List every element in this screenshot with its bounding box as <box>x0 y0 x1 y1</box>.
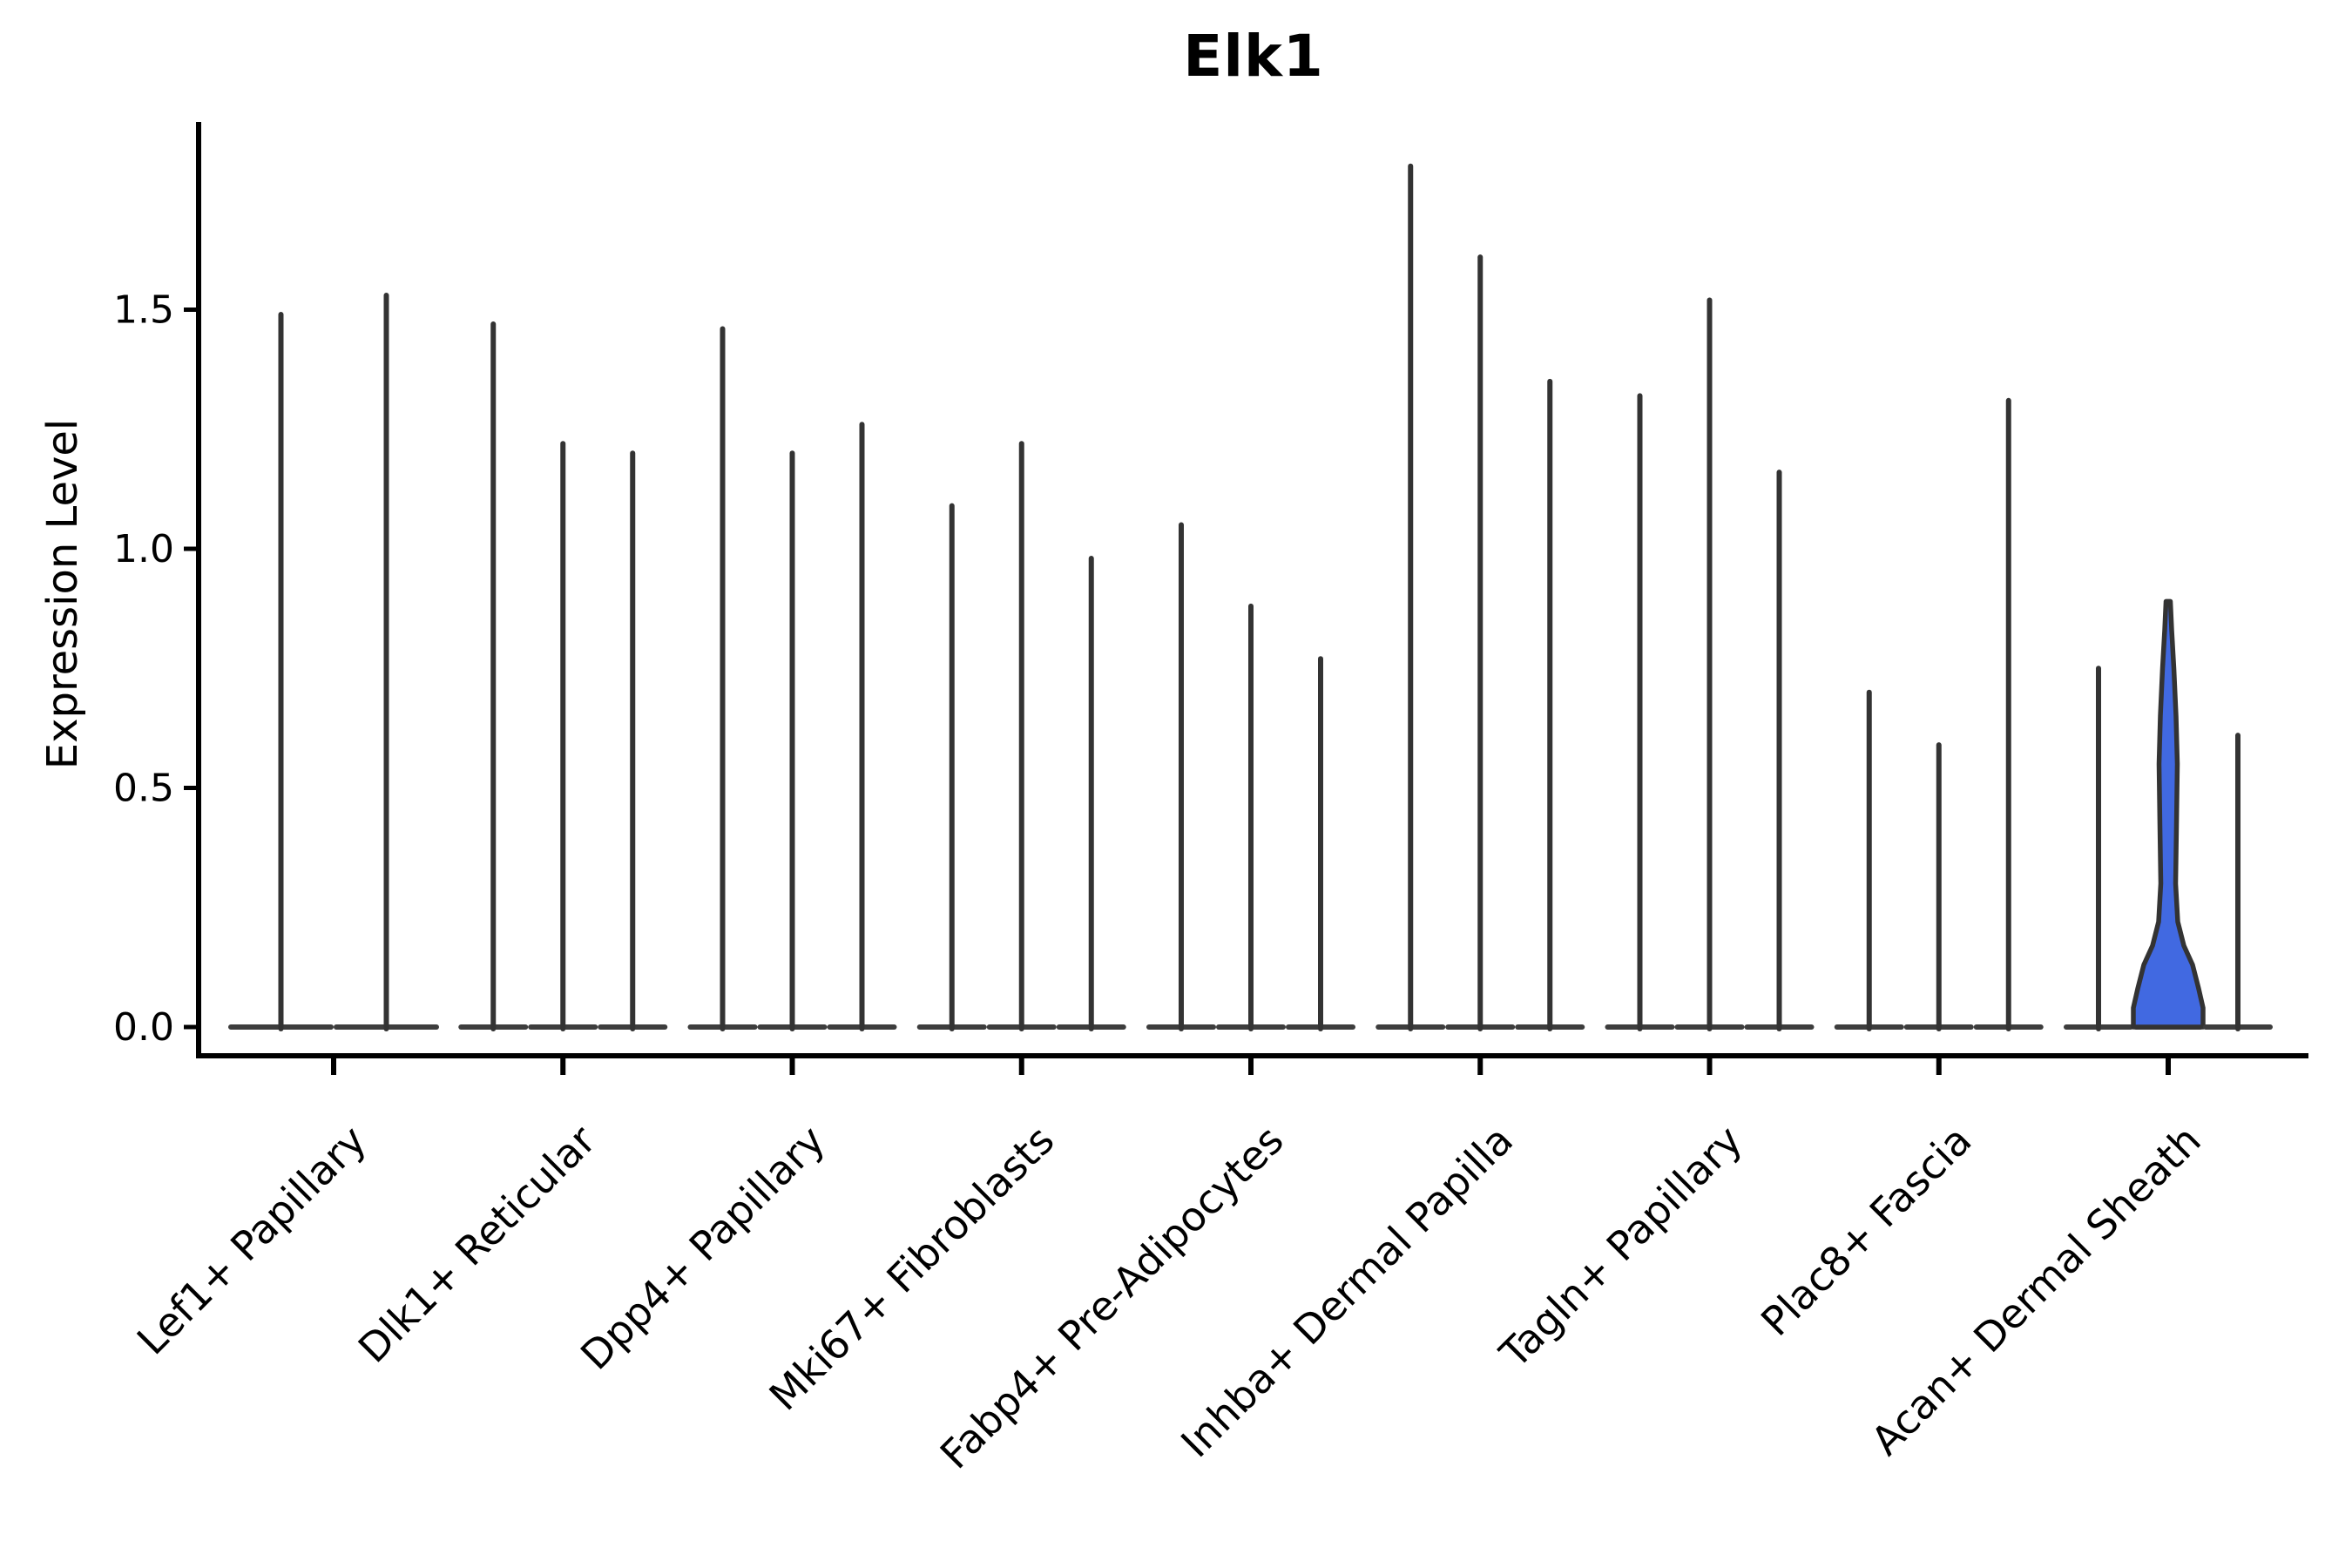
x-tick-label: Lef1+ Papillary <box>128 1117 375 1364</box>
y-tick-label: 1.5 <box>113 288 174 333</box>
x-tick-label: Tagln+ Papillary <box>1490 1117 1752 1378</box>
x-tick-label: Dlk1+ Reticular <box>349 1117 605 1372</box>
chart-title: Elk1 <box>1183 23 1324 90</box>
y-tick-label: 0.5 <box>113 767 174 811</box>
x-tick-label: Plac8+ Fascia <box>1752 1117 1980 1345</box>
y-tick-label: 1.0 <box>113 527 174 571</box>
y-tick-label: 0.0 <box>113 1005 174 1050</box>
violin-highlighted <box>2131 598 2206 1030</box>
x-tick-label: Dpp4+ Papillary <box>571 1117 834 1379</box>
